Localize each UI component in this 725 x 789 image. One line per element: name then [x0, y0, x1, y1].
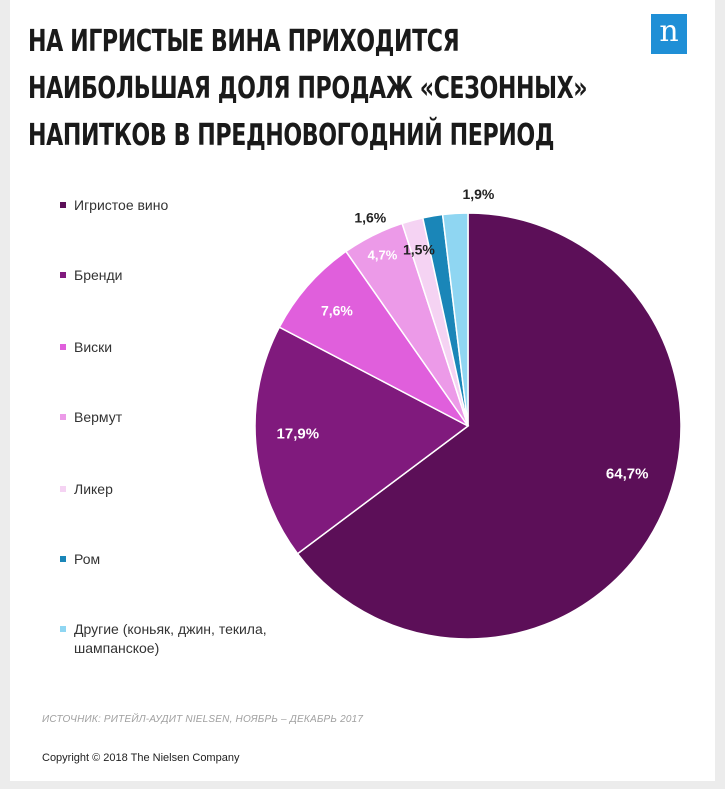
legend-swatch — [60, 626, 66, 632]
copyright-note: Copyright © 2018 The Nielsen Company — [42, 752, 240, 764]
legend-label: Ром — [74, 551, 101, 567]
data-label: 1,6% — [354, 210, 386, 226]
legend-label: Другие (коньяк, джин, текила, шампанское… — [74, 621, 267, 656]
legend-item: Вермут — [60, 408, 330, 427]
nielsen-logo: n — [651, 14, 687, 54]
legend-label: Виски — [74, 339, 113, 355]
pie-slice — [254, 326, 470, 555]
legend-swatch — [60, 272, 66, 278]
legend-swatch — [60, 556, 66, 562]
pie-slice — [296, 212, 682, 640]
data-label: 1,5% — [403, 242, 435, 258]
data-label: 17,9% — [277, 426, 320, 443]
pie-slice — [278, 250, 469, 427]
legend-label: Вермут — [74, 409, 123, 425]
legend-label: Игристое вино — [74, 197, 169, 213]
data-label: 7,6% — [321, 303, 353, 319]
chart-title: НА ИГРИСТЫЕ ВИНА ПРИХОДИТСЯ НАИБОЛЬШАЯ Д… — [28, 18, 588, 159]
data-label: 64,7% — [606, 465, 649, 482]
legend-item: Ликер — [60, 480, 330, 499]
legend-label: Бренди — [74, 267, 123, 283]
legend-swatch — [60, 414, 66, 420]
title-line-3: НАПИТКОВ В ПРЕДНОВОГОДНИЙ ПЕРИОД — [28, 118, 555, 153]
data-label: 4,7% — [368, 247, 398, 262]
legend-item: Игристое вино — [60, 196, 330, 215]
title-line-1: НА ИГРИСТЫЕ ВИНА ПРИХОДИТСЯ — [28, 24, 460, 59]
legend-label: Ликер — [74, 481, 113, 497]
legend-item: Ром — [60, 550, 330, 569]
legend-item: Другие (коньяк, джин, текила, шампанское… — [60, 620, 330, 658]
legend-swatch — [60, 486, 66, 492]
data-label: 1,9% — [462, 186, 494, 202]
pie-slice — [441, 212, 469, 427]
legend-item: Бренди — [60, 266, 330, 285]
source-note: ИСТОЧНИК: РИТЕЙЛ-АУДИТ NIELSEN, НОЯБРЬ –… — [42, 714, 364, 725]
title-line-2: НАИБОЛЬШАЯ ДОЛЯ ПРОДАЖ «СЕЗОННЫХ» — [28, 71, 588, 106]
legend-item: Виски — [60, 338, 330, 357]
legend-swatch — [60, 202, 66, 208]
legend-swatch — [60, 344, 66, 350]
